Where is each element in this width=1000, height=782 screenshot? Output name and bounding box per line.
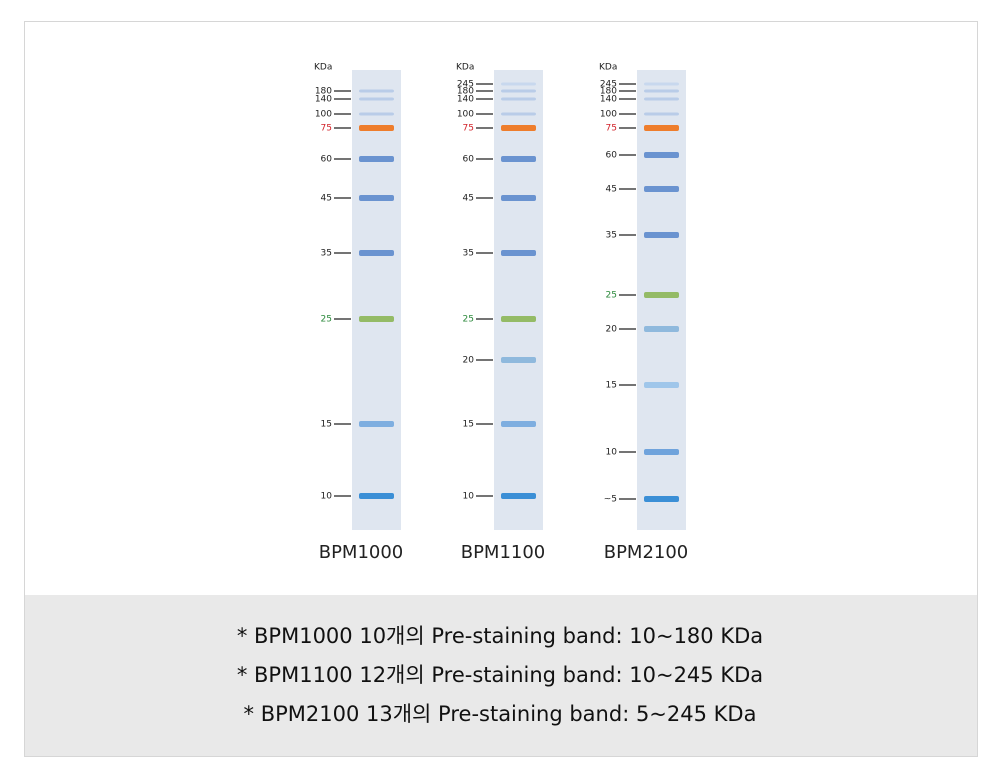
band bbox=[644, 449, 679, 455]
band bbox=[359, 195, 394, 201]
band-label: 180 bbox=[457, 87, 474, 97]
band-label: ~5 bbox=[604, 495, 617, 505]
band-label: 140 bbox=[457, 95, 474, 105]
band-label: 75 bbox=[463, 124, 474, 134]
ladder-name: BPM1000 bbox=[319, 542, 404, 563]
band-label: 245 bbox=[457, 80, 474, 90]
band bbox=[501, 156, 536, 162]
band-label: 25 bbox=[321, 315, 332, 325]
band-label: 35 bbox=[463, 249, 474, 259]
lane bbox=[637, 70, 686, 530]
note-panel bbox=[25, 595, 977, 756]
ladder-name: BPM2100 bbox=[604, 542, 689, 563]
band-label: 75 bbox=[606, 124, 617, 134]
note: * BPM1100 12개의 Pre-staining band: 10~245… bbox=[237, 663, 763, 687]
band bbox=[501, 97, 536, 101]
band bbox=[501, 250, 536, 256]
band-label: 140 bbox=[315, 95, 332, 105]
band-label: 245 bbox=[600, 80, 617, 90]
band-label: 60 bbox=[321, 155, 333, 165]
unit-label: KDa bbox=[456, 63, 474, 73]
band bbox=[644, 326, 679, 332]
lane bbox=[352, 70, 401, 530]
band bbox=[644, 152, 679, 158]
band bbox=[644, 82, 679, 86]
band bbox=[359, 112, 394, 116]
band bbox=[359, 250, 394, 256]
band bbox=[644, 186, 679, 192]
band bbox=[644, 112, 679, 116]
ladders: KDaBPM100018014010075604535251510KDaBPM1… bbox=[314, 63, 688, 564]
notes: * BPM1000 10개의 Pre-staining band: 10~180… bbox=[237, 624, 763, 726]
band-label: 60 bbox=[606, 151, 618, 161]
band bbox=[501, 316, 536, 322]
band-label: 100 bbox=[457, 110, 474, 120]
band bbox=[644, 97, 679, 101]
band-label: 75 bbox=[321, 124, 332, 134]
lane bbox=[494, 70, 543, 530]
note: * BPM1000 10개의 Pre-staining band: 10~180… bbox=[237, 624, 763, 648]
band-label: 10 bbox=[321, 492, 333, 502]
ladder-name: BPM1100 bbox=[461, 542, 546, 563]
band-label: 60 bbox=[463, 155, 475, 165]
band bbox=[644, 496, 679, 502]
band bbox=[501, 357, 536, 363]
band-label: 25 bbox=[606, 291, 617, 301]
band bbox=[359, 493, 394, 499]
band-label: 100 bbox=[315, 110, 332, 120]
band-label: 35 bbox=[321, 249, 332, 259]
band bbox=[359, 125, 394, 131]
band bbox=[501, 195, 536, 201]
band bbox=[359, 421, 394, 427]
band bbox=[644, 125, 679, 131]
band-label: 20 bbox=[606, 325, 618, 335]
band-label: 20 bbox=[463, 356, 475, 366]
band-label: 45 bbox=[606, 185, 617, 195]
band bbox=[501, 421, 536, 427]
band-label: 15 bbox=[606, 381, 617, 391]
band bbox=[644, 292, 679, 298]
band-label: 45 bbox=[321, 194, 332, 204]
band-label: 35 bbox=[606, 231, 617, 241]
band bbox=[359, 97, 394, 101]
band bbox=[644, 89, 679, 93]
band-label: 140 bbox=[600, 95, 617, 105]
band-label: 15 bbox=[321, 420, 332, 430]
band-label: 180 bbox=[315, 87, 332, 97]
unit-label: KDa bbox=[314, 63, 332, 73]
unit-label: KDa bbox=[599, 63, 617, 73]
band bbox=[359, 156, 394, 162]
band bbox=[359, 316, 394, 322]
band-label: 10 bbox=[463, 492, 475, 502]
band-label: 100 bbox=[600, 110, 617, 120]
band bbox=[644, 382, 679, 388]
band bbox=[501, 125, 536, 131]
note: * BPM2100 13개의 Pre-staining band: 5~245 … bbox=[244, 702, 757, 726]
band-label: 25 bbox=[463, 315, 474, 325]
band bbox=[501, 112, 536, 116]
band-label: 180 bbox=[600, 87, 617, 97]
band bbox=[501, 82, 536, 86]
band-label: 45 bbox=[463, 194, 474, 204]
band bbox=[501, 493, 536, 499]
band bbox=[501, 89, 536, 93]
band bbox=[359, 89, 394, 93]
band-label: 10 bbox=[606, 448, 618, 458]
band bbox=[644, 232, 679, 238]
band-label: 15 bbox=[463, 420, 474, 430]
